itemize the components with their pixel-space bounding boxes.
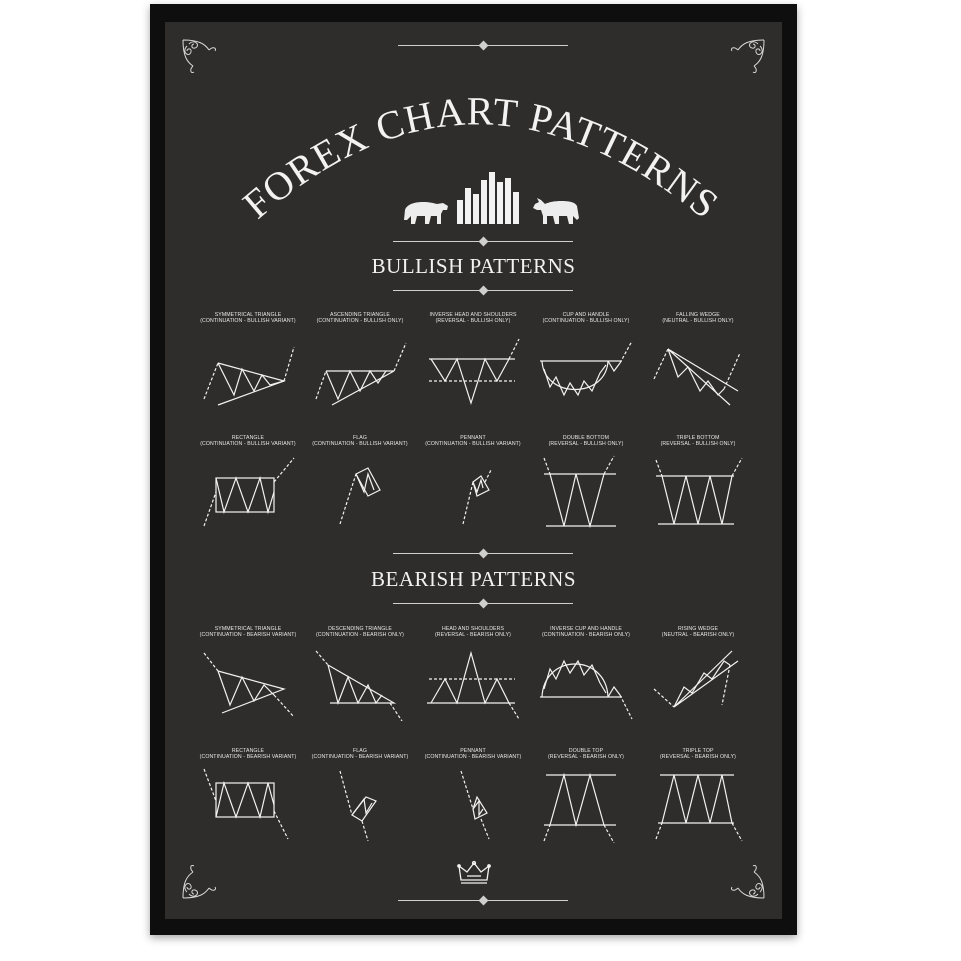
pattern-bearish-triple-top: TRIPLE TOP (REVERSAL - BEARISH ONLY) [643,748,753,858]
bearish-heading: BEARISH PATTERNS [370,567,577,591]
pattern-bullish-cup-and-handle: CUP AND HANDLE (CONTINUATION - BULLISH ON… [531,312,641,422]
ascending-triangle-diagram [315,342,407,406]
pattern-bullish-ascending-triangle: ASCENDING TRIANGLE (CONTINUATION - BULLIS… [305,312,415,422]
pattern-bearish-head-and-shoulders: HEAD AND SHOULDERS (REVERSAL - BEARISH ON… [418,626,528,736]
pennant-diagram [460,770,490,840]
corner-ornament-icon [731,865,765,899]
triple-bottom-diagram [655,457,743,525]
pattern-bearish-inverse-cup-and-handle: INVERSE CUP AND HANDLE (CONTINUATION - BE… [531,626,641,736]
pattern-bearish-symmetrical-triangle: SYMMETRICAL TRIANGLE (CONTINUATION - BEAR… [193,626,303,736]
descending-triangle-diagram [315,650,403,721]
pattern-bullish-inverse-head-and-shoulders: INVERSE HEAD AND SHOULDERS (REVERSAL - BU… [418,312,528,422]
inverse-cup-and-handle-diagram [540,659,633,720]
cup-and-handle-diagram [540,340,633,397]
divider [393,241,573,242]
pattern-bullish-falling-wedge: FALLING WEDGE (NEUTRAL - BULLISH ONLY) [643,312,753,422]
double-bottom-diagram [543,455,616,529]
corner-ornament-icon [731,39,765,73]
symmetrical-triangle-diagram [203,346,295,406]
poster-frame: FOREX CHART PATTERNS BULLISH PATTERNS [150,4,797,935]
pattern-bearish-rectangle: RECTANGLE (CONTINUATION - BEARISH VARIANT… [193,748,303,858]
inverse-head-and-shoulders-diagram [429,338,520,405]
pattern-bullish-symmetrical-triangle: SYMMETRICAL TRIANGLE (CONTINUATION - BULL… [193,312,303,422]
rectangle-diagram [203,768,289,840]
pattern-bullish-pennant: PENNANT (CONTINUATION - BULLISH VARIANT) [418,435,528,545]
corner-ornament-icon [182,39,216,73]
pattern-bearish-pennant: PENNANT (CONTINUATION - BEARISH VARIANT) [418,748,528,858]
pattern-bearish-rising-wedge: RISING WEDGE (NEUTRAL - BEARISH ONLY) [643,626,753,736]
divider [398,45,568,46]
corner-ornament-icon [182,865,216,899]
falling-wedge-diagram [653,348,741,406]
pattern-bearish-double-top: DOUBLE TOP (REVERSAL - BEARISH ONLY) [531,748,641,858]
double-top-diagram [543,772,616,843]
pattern-bullish-triple-bottom: TRIPLE BOTTOM (REVERSAL - BULLISH ONLY) [643,435,753,545]
bar-chart-icon [457,172,519,224]
divider [393,603,573,604]
flag-diagram [339,467,381,524]
poster-title: FOREX CHART PATTERNS [234,88,726,227]
rising-wedge-diagram [653,650,739,708]
pattern-bearish-descending-triangle: DESCENDING TRIANGLE (CONTINUATION - BEARI… [305,626,415,736]
bullish-heading: BULLISH PATTERNS [371,254,576,278]
symmetrical-triangle-diagram [203,652,295,718]
rectangle-diagram [203,457,295,527]
pennant-diagram [462,469,492,524]
head-and-shoulders-diagram [427,650,520,720]
pattern-bullish-rectangle: RECTANGLE (CONTINUATION - BULLISH VARIANT… [193,435,303,545]
pattern-bullish-flag: FLAG (CONTINUATION - BULLISH VARIANT) [305,435,415,545]
divider [393,553,573,554]
poster: FOREX CHART PATTERNS BULLISH PATTERNS [165,22,782,919]
pattern-bearish-flag: FLAG (CONTINUATION - BEARISH VARIANT) [305,748,415,858]
bear-icon [404,202,448,224]
triple-top-diagram [655,774,743,842]
divider [398,900,568,901]
crown-icon [457,860,491,884]
bull-icon [533,198,579,224]
flag-diagram [339,770,377,841]
pattern-bullish-double-bottom: DOUBLE BOTTOM (REVERSAL - BULLISH ONLY) [531,435,641,545]
divider [393,290,573,291]
